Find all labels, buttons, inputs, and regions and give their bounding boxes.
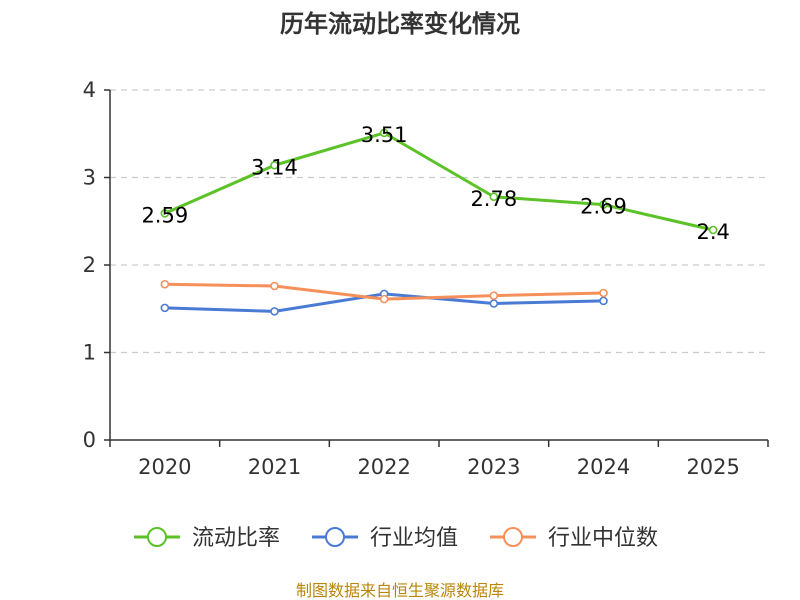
data-label: 2.59 bbox=[141, 203, 188, 227]
data-label: 2.78 bbox=[470, 187, 517, 211]
legend-label: 行业中位数 bbox=[548, 526, 658, 551]
series-line bbox=[164, 131, 714, 232]
x-tick-label: 2025 bbox=[686, 455, 739, 479]
data-point bbox=[708, 225, 718, 235]
y-tick-label: 2 bbox=[83, 253, 96, 277]
data-point bbox=[489, 291, 499, 300]
y-tick-label: 0 bbox=[83, 428, 96, 452]
data-label: 3.14 bbox=[251, 155, 298, 179]
data-point bbox=[270, 307, 279, 316]
legend-label: 行业均值 bbox=[370, 526, 458, 551]
data-point bbox=[270, 160, 279, 170]
legend-marker bbox=[147, 527, 167, 547]
y-tick-label: 1 bbox=[83, 341, 96, 365]
data-point bbox=[379, 294, 389, 304]
data-label: 2.4 bbox=[696, 220, 729, 244]
data-point bbox=[160, 279, 170, 289]
x-tick-label: 2024 bbox=[577, 455, 630, 479]
legend-marker bbox=[325, 527, 345, 547]
chart-title: 历年流动比率变化情况 bbox=[280, 10, 520, 38]
data-point bbox=[489, 192, 499, 202]
x-tick-label: 2021 bbox=[248, 455, 301, 479]
x-tick-label: 2023 bbox=[467, 455, 520, 479]
legend-label: 流动比率 bbox=[192, 526, 280, 551]
data-point bbox=[160, 303, 170, 313]
axes: 0 1 2 3 4 2020 2021 2022 2023 2024 2025 bbox=[83, 78, 769, 479]
series-group: 2.59 3.14 3.51 2.78 2.69 2.4 bbox=[141, 123, 730, 316]
x-tick-label: 2022 bbox=[357, 455, 410, 479]
data-label: 2.69 bbox=[580, 195, 627, 219]
data-point bbox=[599, 296, 608, 306]
y-tick-label: 4 bbox=[83, 78, 96, 102]
data-point bbox=[599, 288, 608, 298]
data-point bbox=[160, 209, 170, 218]
data-point bbox=[599, 200, 608, 209]
x-tick-label: 2020 bbox=[138, 455, 191, 479]
data-point bbox=[379, 128, 389, 138]
legend: 流动比率 行业均值 行业中位数 bbox=[134, 526, 658, 551]
data-point bbox=[270, 281, 279, 291]
source-note: 制图数据来自恒生聚源数据库 bbox=[296, 581, 504, 600]
data-point bbox=[489, 299, 499, 308]
legend-marker bbox=[503, 527, 523, 547]
y-tick-label: 3 bbox=[83, 166, 96, 190]
data-label: 3.51 bbox=[361, 123, 408, 147]
